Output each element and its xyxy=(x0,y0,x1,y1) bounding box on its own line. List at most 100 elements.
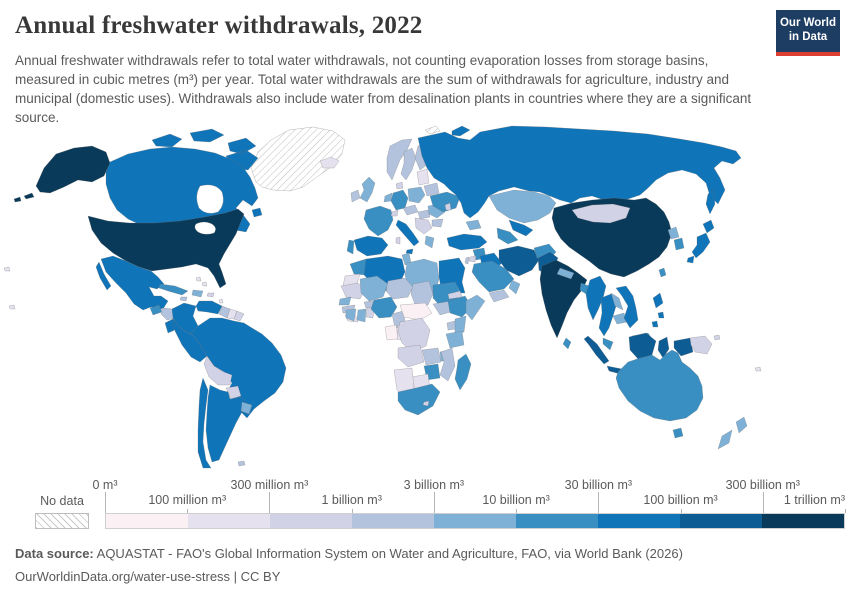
country-sardinia[interactable] xyxy=(395,236,401,245)
country-papua-new-guinea[interactable] xyxy=(689,334,721,355)
country-venezuela[interactable] xyxy=(195,300,223,315)
country-benelux[interactable] xyxy=(383,192,393,203)
country-taiwan[interactable] xyxy=(658,267,667,278)
legend-bin-2[interactable] xyxy=(188,514,270,528)
country-sakhalin[interactable] xyxy=(705,189,716,215)
country-new-zealand[interactable] xyxy=(717,416,748,450)
country-canada-newfoundland[interactable] xyxy=(251,207,263,218)
country-usa-alaska[interactable] xyxy=(13,145,111,203)
legend-bin-3[interactable] xyxy=(270,514,352,528)
country-paraguay[interactable] xyxy=(225,385,242,400)
country-belarus[interactable] xyxy=(423,182,440,197)
country-ghana[interactable] xyxy=(356,308,367,323)
country-france[interactable] xyxy=(363,205,394,237)
country-turkmenistan[interactable] xyxy=(496,227,519,245)
country-australia[interactable] xyxy=(615,349,704,422)
country-saudi-arabia[interactable] xyxy=(471,260,515,293)
country-ireland[interactable] xyxy=(350,189,361,203)
country-bulgaria[interactable] xyxy=(431,218,444,228)
country-kenya[interactable] xyxy=(454,315,467,335)
legend-bin-5[interactable] xyxy=(434,514,516,528)
legend-bin-7[interactable] xyxy=(598,514,680,528)
legend-bin-9[interactable] xyxy=(762,514,844,528)
country-senegal[interactable] xyxy=(338,296,352,306)
country-caucasus[interactable] xyxy=(465,219,482,231)
country-sweden[interactable] xyxy=(400,147,417,181)
country-sri-lanka[interactable] xyxy=(562,337,572,350)
country-sicily[interactable] xyxy=(405,248,414,255)
country-india[interactable] xyxy=(539,259,588,339)
country-poland[interactable] xyxy=(407,186,426,204)
country-germany[interactable] xyxy=(390,189,409,211)
country-myanmar[interactable] xyxy=(585,275,607,321)
country-greece[interactable] xyxy=(424,235,435,249)
country-philippines[interactable] xyxy=(651,292,665,328)
country-yemen[interactable] xyxy=(488,289,510,303)
country-angola[interactable] xyxy=(397,344,425,368)
country-russia[interactable] xyxy=(417,125,742,219)
country-vietnam[interactable] xyxy=(615,285,639,329)
country-balkans[interactable] xyxy=(414,217,433,235)
country-cuba[interactable] xyxy=(158,283,189,296)
country-turkey[interactable] xyxy=(446,233,488,251)
country-italy[interactable] xyxy=(395,219,420,247)
country-greenland[interactable] xyxy=(250,126,346,192)
country-laos[interactable] xyxy=(610,292,624,311)
country-gabon[interactable] xyxy=(384,324,399,341)
country-kazakhstan[interactable] xyxy=(488,189,557,224)
country-niger[interactable] xyxy=(385,277,414,300)
country-svalbard[interactable] xyxy=(424,125,441,135)
country-ukraine[interactable] xyxy=(429,191,461,213)
country-japan[interactable] xyxy=(686,219,715,264)
country-jordan[interactable] xyxy=(468,255,477,263)
country-south-korea[interactable] xyxy=(673,237,685,251)
country-switzerland[interactable] xyxy=(390,209,399,217)
country-israel[interactable] xyxy=(464,256,470,265)
country-spain[interactable] xyxy=(353,235,389,257)
country-denmark[interactable] xyxy=(395,181,404,190)
country-canada[interactable] xyxy=(105,146,259,236)
country-hungary[interactable] xyxy=(417,209,431,220)
country-uk[interactable] xyxy=(359,176,376,203)
country-argentina[interactable] xyxy=(205,384,247,463)
country-south-africa[interactable] xyxy=(397,383,441,416)
country-tanzania[interactable] xyxy=(445,330,465,349)
country-somalia[interactable] xyxy=(465,294,486,321)
no-data-swatch[interactable] xyxy=(35,513,89,529)
country-uruguay[interactable] xyxy=(240,401,253,415)
country-hispaniola[interactable] xyxy=(191,289,204,298)
country-lesotho[interactable] xyxy=(422,400,430,407)
country-puerto-rico[interactable] xyxy=(206,292,215,298)
country-novaya-zemlya[interactable] xyxy=(451,125,471,137)
country-iran[interactable] xyxy=(498,245,540,277)
country-moldova[interactable] xyxy=(444,202,452,211)
country-norway[interactable] xyxy=(386,138,413,181)
country-zambia[interactable] xyxy=(421,347,442,366)
country-ivory-coast[interactable] xyxy=(345,308,357,322)
country-mozambique[interactable] xyxy=(439,347,456,382)
country-tasmania[interactable] xyxy=(672,427,684,439)
country-portugal[interactable] xyxy=(346,239,355,255)
country-madagascar[interactable] xyxy=(454,353,472,391)
legend-bin-1[interactable] xyxy=(106,514,188,528)
country-central-african-republic[interactable] xyxy=(399,302,433,321)
country-nigeria[interactable] xyxy=(370,296,398,319)
country-french-guiana[interactable] xyxy=(233,310,245,322)
country-jamaica[interactable] xyxy=(179,296,188,302)
country-bolivia[interactable] xyxy=(203,355,233,386)
country-oman[interactable] xyxy=(508,279,521,295)
country-pacific-islands[interactable] xyxy=(3,266,762,372)
country-baltics[interactable] xyxy=(416,168,430,186)
country-uzbekistan[interactable] xyxy=(508,219,534,237)
country-uganda[interactable] xyxy=(446,320,457,331)
country-chad[interactable] xyxy=(410,280,434,308)
country-north-korea[interactable] xyxy=(667,226,680,240)
legend-bin-8[interactable] xyxy=(680,514,762,528)
country-mali[interactable] xyxy=(359,275,389,302)
country-iceland[interactable] xyxy=(319,156,340,169)
country-mexico[interactable] xyxy=(95,255,169,311)
country-bahamas[interactable] xyxy=(195,276,208,287)
country-chile[interactable] xyxy=(197,377,212,469)
legend-bin-4[interactable] xyxy=(352,514,434,528)
legend-bin-6[interactable] xyxy=(516,514,598,528)
